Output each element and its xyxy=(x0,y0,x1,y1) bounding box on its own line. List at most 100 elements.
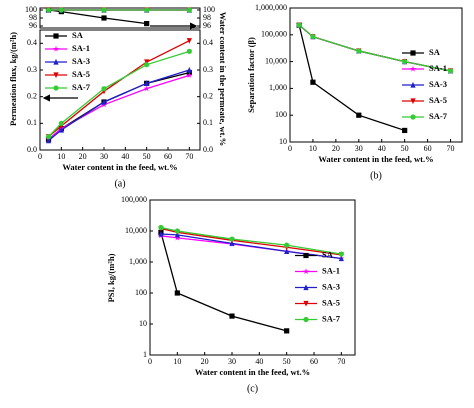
x-tick-label: 0 xyxy=(38,152,42,161)
y-axis-label: Permeation flux, kg/(m²h) xyxy=(8,32,18,126)
x-tick-label: 50 xyxy=(283,357,291,366)
y-tick-label: 100 xyxy=(135,288,147,297)
series-line xyxy=(298,24,451,72)
x-tick-label: 20 xyxy=(201,357,209,366)
marker xyxy=(284,242,290,248)
y-tick-label: 100,000 xyxy=(261,30,287,39)
marker xyxy=(144,62,150,68)
legend-label: SA xyxy=(72,30,84,40)
x-tick-label: 10 xyxy=(173,357,181,366)
y-tick-label: 0.2 xyxy=(203,91,213,100)
marker xyxy=(58,126,64,133)
series-line xyxy=(48,74,190,140)
panel-label: (b) xyxy=(370,170,382,181)
legend-label: SA-5 xyxy=(72,69,90,79)
y-tick-label: 100,000 xyxy=(121,195,147,204)
marker xyxy=(144,80,150,86)
marker xyxy=(174,290,180,296)
y-tick-label: 0.0 xyxy=(203,145,213,154)
marker xyxy=(402,127,408,134)
series-line xyxy=(160,232,287,332)
marker xyxy=(186,38,192,44)
marker xyxy=(402,59,408,65)
y-tick-label: 1,000,000 xyxy=(255,3,287,12)
y-tick-label: 0.4 xyxy=(203,38,213,47)
x-tick-label: 20 xyxy=(79,152,87,161)
y-tick-label: 10,000 xyxy=(265,56,287,65)
series-line xyxy=(298,24,405,132)
y-tick-label: 10 xyxy=(279,137,287,146)
legend-marker xyxy=(53,33,59,39)
x-tick-label: 40 xyxy=(255,357,263,366)
y-tick-label: 0.4 xyxy=(27,38,37,47)
y-axis-label: PSI, kg/(m²h) xyxy=(106,253,116,302)
marker xyxy=(338,251,344,257)
marker xyxy=(447,68,454,74)
x-axis-label: Water content in the feed, wt.% xyxy=(318,154,433,164)
legend-marker xyxy=(410,114,416,120)
y-tick-label: 96 xyxy=(29,21,37,30)
marker xyxy=(58,120,64,126)
y-tick-label: 100 xyxy=(25,5,37,14)
x-tick-label: 0 xyxy=(288,144,292,153)
plot-frame xyxy=(39,7,201,29)
x-tick-label: 30 xyxy=(355,144,363,153)
marker xyxy=(356,112,362,118)
x-tick-label: 20 xyxy=(332,144,340,153)
legend-marker xyxy=(410,81,416,88)
y-tick-label: 0.0 xyxy=(27,145,37,154)
marker xyxy=(356,48,362,54)
series-line xyxy=(298,24,451,72)
marker xyxy=(144,21,150,27)
marker xyxy=(338,255,344,262)
legend-label: SA-3 xyxy=(322,281,340,291)
marker xyxy=(144,7,150,13)
x-tick-label: 40 xyxy=(121,152,129,161)
legend-label: SA-5 xyxy=(322,297,340,307)
x-tick-label: 50 xyxy=(143,152,151,161)
y-tick-label: 0.1 xyxy=(203,118,213,127)
series-line xyxy=(160,226,342,255)
marker xyxy=(174,234,181,241)
x-tick-label: 60 xyxy=(424,144,432,153)
legend-marker xyxy=(53,72,59,79)
plot-frame xyxy=(289,7,463,143)
legend-marker xyxy=(303,316,309,323)
y-tick-label: 96 xyxy=(203,21,211,30)
x-tick-label: 70 xyxy=(447,144,455,153)
plot-frame xyxy=(149,199,356,356)
y-tick-label: 1,000 xyxy=(269,83,287,92)
legend-label: SA xyxy=(429,47,441,57)
x-tick-label: 10 xyxy=(57,152,65,161)
y-tick-label: 0.3 xyxy=(27,65,37,74)
marker xyxy=(158,224,164,231)
x-axis-label: Water content in the feed, wt.% xyxy=(62,162,177,172)
marker xyxy=(186,7,192,13)
marker xyxy=(284,248,290,254)
marker xyxy=(158,230,164,237)
marker xyxy=(174,228,180,234)
marker xyxy=(229,313,235,319)
x-tick-label: 40 xyxy=(378,144,386,153)
y-tick-label: 98 xyxy=(29,13,37,22)
y-tick-label: 98 xyxy=(203,13,211,22)
y-tick-label: 10 xyxy=(139,319,147,328)
x-tick-label: 50 xyxy=(401,144,409,153)
x-tick-label: 10 xyxy=(309,144,317,153)
marker xyxy=(101,86,107,92)
marker xyxy=(186,66,192,73)
legend-label: SA-5 xyxy=(429,95,447,105)
legend-marker xyxy=(303,252,309,259)
y-tick-label: 1,000 xyxy=(129,257,147,266)
y-tick-label: 0.1 xyxy=(27,118,37,127)
legend-marker xyxy=(410,98,416,105)
y-axis-label-right: Water content in the permeate, wt.% xyxy=(218,12,228,146)
marker xyxy=(101,15,107,21)
legend-marker xyxy=(53,58,59,65)
legend-label: SA-3 xyxy=(72,56,90,66)
x-axis-label: Water content in the feed, wt.% xyxy=(195,367,310,377)
legend-marker xyxy=(302,268,310,275)
series-line xyxy=(48,72,190,140)
x-tick-label: 70 xyxy=(337,357,345,366)
